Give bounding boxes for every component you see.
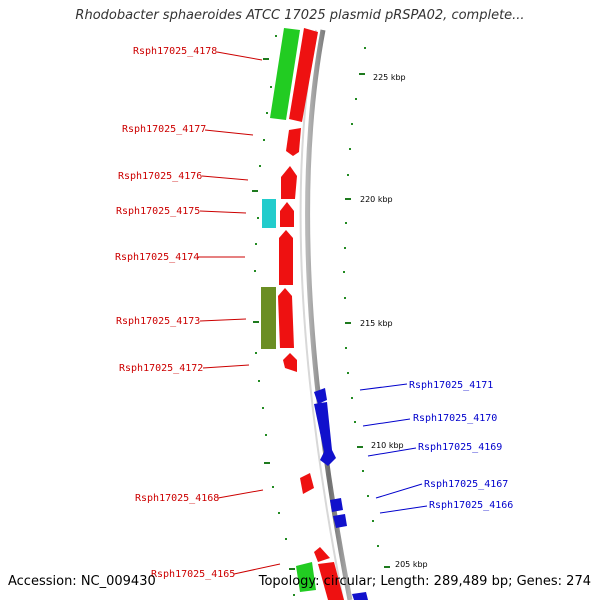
cds-bottom (318, 562, 344, 600)
cds-4173 (278, 288, 294, 348)
cds-4177 (286, 128, 301, 156)
gene-label-4171[interactable]: Rsph17025_4171 (409, 380, 493, 391)
gene-label-4173[interactable]: Rsph17025_4173 (116, 316, 200, 327)
map-title: Rhodobacter sphaeroides ATCC 17025 plasm… (75, 8, 525, 23)
cds-4165 (314, 547, 330, 562)
tick-label-210: 210 kbp (371, 441, 404, 450)
gene-label-4167[interactable]: Rsph17025_4167 (424, 479, 508, 490)
green-feature-top (270, 28, 300, 120)
tick-marks (252, 58, 390, 570)
scale-dots (254, 35, 379, 596)
cds-4175 (280, 202, 294, 227)
gene-label-4165[interactable]: Rsph17025_4165 (151, 569, 235, 580)
gene-label-4172[interactable]: Rsph17025_4172 (119, 363, 203, 374)
tick-label-225: 225 kbp (373, 73, 406, 82)
genome-stats-text: Topology: circular; Length: 289,489 bp; … (258, 574, 591, 589)
gene-label-4178[interactable]: Rsph17025_4178 (133, 46, 217, 57)
accession-text: Accession: NC_009430 (8, 574, 156, 589)
gene-label-4176[interactable]: Rsph17025_4176 (118, 171, 202, 182)
cyan-feature (262, 199, 276, 228)
gene-label-4169[interactable]: Rsph17025_4169 (418, 442, 502, 453)
gene-label-4174[interactable]: Rsph17025_4174 (115, 252, 199, 263)
cds-4176 (281, 166, 297, 199)
tick-label-215: 215 kbp (360, 319, 393, 328)
cds-4168 (300, 473, 314, 494)
gene-label-4166[interactable]: Rsph17025_4166 (429, 500, 513, 511)
cds-4170 (314, 402, 336, 466)
gene-label-4170[interactable]: Rsph17025_4170 (413, 413, 497, 424)
cds-4167 (330, 498, 343, 512)
tick-label-205: 205 kbp (395, 560, 428, 569)
cds-4164 (352, 592, 368, 600)
cds-4166 (333, 514, 347, 528)
green-feature-bottom (296, 562, 316, 592)
tick-label-220: 220 kbp (360, 195, 393, 204)
gene-label-4175[interactable]: Rsph17025_4175 (116, 206, 200, 217)
cds-4172 (283, 353, 297, 372)
olive-feature (261, 287, 276, 349)
left-leader-lines (198, 51, 281, 575)
gene-label-4177[interactable]: Rsph17025_4177 (122, 124, 206, 135)
cds-4174 (279, 230, 293, 285)
gene-label-4168[interactable]: Rsph17025_4168 (135, 493, 219, 504)
cds-4178 (289, 28, 318, 122)
cds-4171 (314, 388, 327, 404)
right-leader-lines (359, 383, 428, 514)
